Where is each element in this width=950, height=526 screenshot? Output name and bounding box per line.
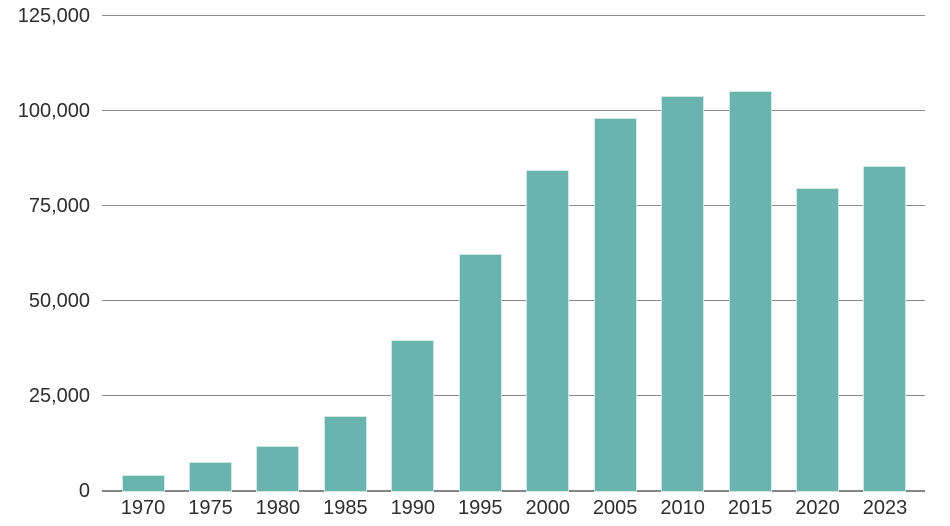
bar-1980 [256, 446, 300, 492]
gridline [102, 204, 925, 207]
bar-1970 [121, 475, 165, 492]
y-axis-tick-label: 0 [78, 479, 90, 502]
x-axis-tick-label: 2015 [727, 497, 773, 519]
x-axis-tick-label: 2000 [525, 497, 570, 519]
x-axis-tick-label: 1990 [390, 497, 436, 519]
bar-2015 [728, 91, 772, 492]
y-axis-tick-label: 25,000 [28, 384, 90, 407]
bar-2005 [593, 118, 637, 492]
bar-1995 [458, 254, 502, 492]
x-axis-tick-label: 1980 [255, 497, 301, 519]
x-axis-zero-line [102, 489, 925, 492]
gridline [102, 14, 925, 17]
y-axis-tick-label: 75,000 [28, 194, 90, 217]
x-axis-tick-label: 2005 [592, 497, 638, 519]
x-axis-tick-label: 1975 [188, 497, 233, 519]
x-axis-tick-label: 2010 [660, 497, 705, 519]
bar-2000 [526, 169, 570, 492]
gridline [102, 394, 925, 397]
bar-1990 [391, 340, 435, 492]
y-axis-tick-label: 100,000 [17, 99, 90, 122]
gridline [102, 109, 925, 112]
bar-1975 [188, 461, 232, 492]
bar-2010 [661, 95, 705, 492]
x-axis-tick-label: 2020 [795, 497, 840, 519]
x-axis-tick-label: 2023 [862, 497, 908, 519]
x-axis-tick-label: 1985 [323, 497, 368, 519]
bar-1985 [323, 416, 367, 492]
y-axis-tick-label: 125,000 [17, 4, 90, 27]
gridline [102, 299, 925, 302]
x-axis-tick-label: 1970 [120, 497, 166, 519]
bar-2020 [796, 187, 840, 492]
y-axis-tick-label: 50,000 [28, 289, 90, 312]
x-axis-tick-label: 1995 [458, 497, 503, 519]
bar-2023 [863, 166, 907, 492]
